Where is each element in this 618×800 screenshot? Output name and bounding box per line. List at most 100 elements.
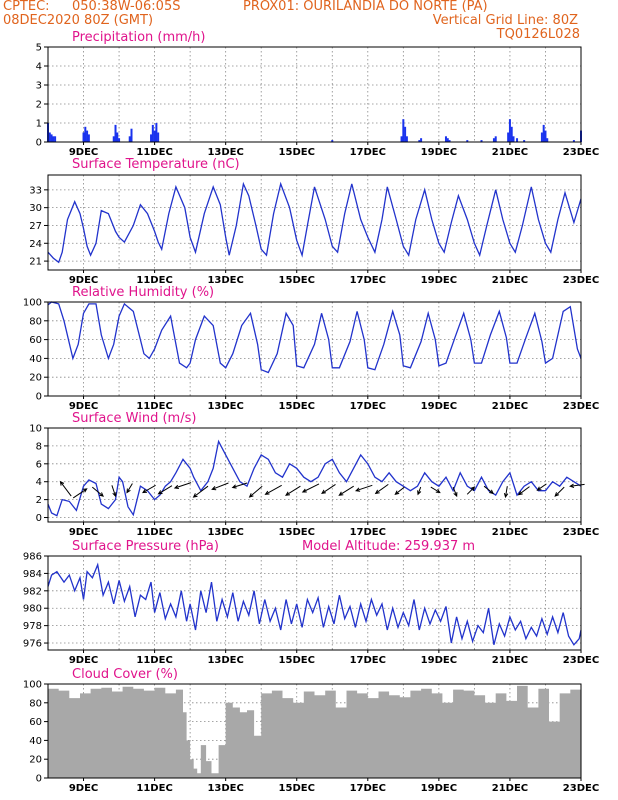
panel-temperature bbox=[44, 174, 582, 273]
precip-bar bbox=[112, 136, 115, 142]
x-tick-label: 19DEC bbox=[421, 783, 457, 794]
wind-vector-arrow bbox=[452, 486, 458, 498]
humidity-series-line bbox=[47, 301, 582, 374]
precip-bar bbox=[153, 130, 156, 142]
precip-bar bbox=[82, 132, 85, 142]
x-tick-label: 21DEC bbox=[492, 275, 528, 286]
precip-bar bbox=[50, 134, 53, 142]
y-tick-label: 3 bbox=[36, 81, 42, 92]
precip-bar bbox=[542, 124, 545, 142]
precip-bar bbox=[402, 119, 405, 142]
wind-vector-arrow bbox=[231, 482, 248, 489]
x-tick-label: 17DEC bbox=[350, 527, 386, 538]
model-altitude-label: Model Altitude: 259.937 m bbox=[302, 539, 475, 554]
x-tick-label: 9DEC bbox=[69, 655, 98, 666]
wind-vector-arrow bbox=[285, 485, 301, 496]
y-tick-label: 100 bbox=[23, 680, 42, 691]
x-tick-label: 11DEC bbox=[136, 527, 172, 538]
x-tick-label: 19DEC bbox=[421, 527, 457, 538]
precip-bar bbox=[516, 138, 519, 142]
precip-bar bbox=[405, 136, 408, 142]
y-tick-label: 978 bbox=[23, 621, 42, 632]
x-tick-label: 13DEC bbox=[207, 401, 243, 412]
precip-bar bbox=[480, 140, 483, 142]
wind-vector-arrow bbox=[554, 486, 565, 497]
x-tick-label: 11DEC bbox=[136, 401, 172, 412]
y-tick-label: 0 bbox=[36, 392, 42, 403]
precip-bar bbox=[84, 126, 87, 142]
x-tick-label: 19DEC bbox=[421, 655, 457, 666]
x-tick-label: 21DEC bbox=[492, 527, 528, 538]
x-tick-label: 11DEC bbox=[136, 783, 172, 794]
header-station: PROX01: OURILANDIA DO NORTE (PA) bbox=[243, 0, 488, 14]
x-tick-label: 17DEC bbox=[350, 275, 386, 286]
precip-bar bbox=[114, 124, 117, 142]
precip-bar bbox=[512, 136, 515, 142]
precip-bar bbox=[404, 126, 407, 142]
y-tick-label: 986 bbox=[23, 552, 42, 563]
y-tick-label: 20 bbox=[29, 755, 42, 766]
x-tick-label: 13DEC bbox=[207, 275, 243, 286]
wind-vector-arrow bbox=[248, 485, 263, 498]
x-tick-label: 15DEC bbox=[279, 147, 315, 158]
y-tick-label: 5 bbox=[36, 43, 42, 54]
temperature-title: Surface Temperature (nC) bbox=[72, 157, 240, 172]
precip-bar bbox=[331, 140, 334, 142]
x-tick-label: 11DEC bbox=[136, 147, 172, 158]
wind-vector-arrow bbox=[264, 484, 282, 495]
wind-vector-arrow bbox=[355, 484, 373, 492]
x-tick-label: 13DEC bbox=[207, 147, 243, 158]
x-tick-label: 23DEC bbox=[563, 147, 599, 158]
y-tick-label: 21 bbox=[29, 257, 42, 268]
y-tick-label: 0 bbox=[36, 774, 42, 785]
x-tick-label: 17DEC bbox=[350, 783, 386, 794]
precipitation-title: Precipitation (mm/h) bbox=[72, 30, 205, 45]
y-tick-label: 10 bbox=[29, 424, 42, 435]
header-grid-note: Vertical Grid Line: 80Z bbox=[432, 13, 578, 28]
y-tick-label: 4 bbox=[36, 62, 42, 73]
precip-bar bbox=[492, 138, 495, 142]
precip-bar bbox=[466, 140, 469, 142]
precip-bar bbox=[510, 126, 513, 142]
x-tick-label: 15DEC bbox=[279, 527, 315, 538]
precip-bar bbox=[494, 136, 497, 142]
x-tick-label: 23DEC bbox=[563, 527, 599, 538]
precip-bar bbox=[128, 136, 131, 142]
precip-bar bbox=[151, 124, 154, 142]
pressure-series-line bbox=[47, 562, 582, 646]
wind-vector-arrow bbox=[517, 486, 530, 496]
x-tick-label: 11DEC bbox=[136, 275, 172, 286]
precip-bar bbox=[86, 130, 89, 142]
y-tick-label: 33 bbox=[29, 185, 42, 196]
precip-bar bbox=[540, 132, 543, 142]
x-tick-label: 23DEC bbox=[563, 655, 599, 666]
wind-vector-arrow bbox=[142, 484, 156, 494]
y-tick-label: 4 bbox=[36, 477, 42, 488]
wind-vector-arrow bbox=[301, 483, 320, 493]
precip-bar bbox=[87, 134, 90, 142]
x-tick-label: 21DEC bbox=[492, 401, 528, 412]
x-tick-label: 9DEC bbox=[69, 783, 98, 794]
y-tick-label: 984 bbox=[23, 569, 42, 580]
wind-vectors bbox=[59, 480, 585, 499]
panel-cloud bbox=[44, 683, 582, 781]
x-tick-label: 21DEC bbox=[492, 147, 528, 158]
precip-bar bbox=[507, 132, 510, 142]
wind-vector-arrow bbox=[374, 483, 389, 495]
precip-bar bbox=[446, 138, 449, 142]
precip-bar bbox=[130, 128, 133, 142]
wind-vector-arrow bbox=[503, 486, 509, 499]
header-date: 08DEC2020 80Z (GMT) bbox=[3, 13, 154, 28]
precip-bar bbox=[418, 140, 421, 142]
y-tick-label: 40 bbox=[29, 736, 42, 747]
temperature-series-line bbox=[47, 181, 582, 264]
precip-bar bbox=[572, 140, 575, 142]
y-tick-label: 0 bbox=[36, 513, 42, 524]
precip-bar bbox=[508, 119, 511, 142]
y-tick-label: 2 bbox=[36, 100, 42, 111]
x-tick-label: 21DEC bbox=[492, 783, 528, 794]
plot-frame bbox=[47, 46, 582, 143]
y-tick-label: 982 bbox=[23, 586, 42, 597]
x-tick-label: 11DEC bbox=[136, 655, 172, 666]
